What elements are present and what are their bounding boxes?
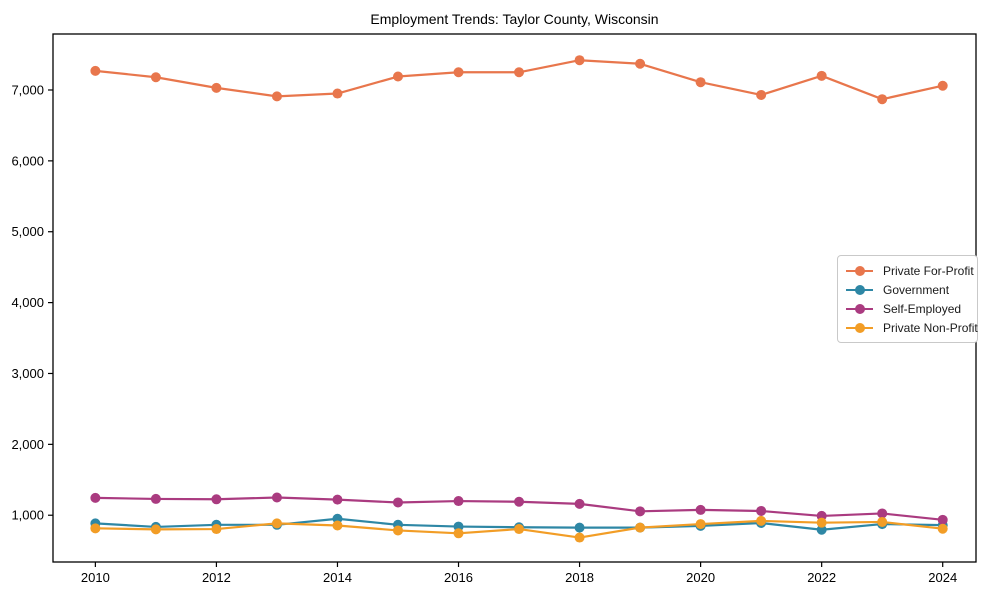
x-tick-label: 2012 — [202, 570, 231, 585]
y-tick-label: 1,000 — [11, 508, 44, 523]
y-tick-label: 3,000 — [11, 366, 44, 381]
data-point-private-for-profit-2018 — [574, 55, 585, 66]
legend-label-government: Government — [883, 282, 950, 297]
y-tick-label: 2,000 — [11, 437, 44, 452]
legend-item-government: Government — [846, 280, 969, 299]
data-point-self-employed-2024 — [937, 514, 948, 525]
data-point-self-employed-2016 — [453, 496, 464, 507]
legend-swatch-private-non-profit — [846, 322, 873, 333]
data-point-government-2018 — [574, 522, 585, 533]
data-point-self-employed-2012 — [211, 494, 222, 505]
x-tick-label: 2016 — [444, 570, 473, 585]
legend-item-private-for-profit: Private For-Profit — [846, 261, 974, 280]
series-line-private-for-profit — [95, 59, 943, 101]
data-point-private-for-profit-2011 — [150, 72, 161, 83]
legend-swatch-private-for-profit — [846, 265, 873, 276]
data-point-private-non-profit-2012 — [211, 524, 222, 535]
data-point-private-for-profit-2022 — [816, 70, 827, 81]
x-tick-label: 2020 — [686, 570, 715, 585]
data-point-government-2022 — [816, 524, 827, 535]
legend-item-private-non-profit: Private Non-Profit — [846, 318, 978, 337]
data-point-self-employed-2010 — [90, 492, 101, 503]
data-point-private-non-profit-2018 — [574, 532, 585, 543]
data-point-private-non-profit-2024 — [937, 523, 948, 534]
data-point-self-employed-2023 — [877, 508, 888, 519]
x-tick-label: 2018 — [565, 570, 594, 585]
data-point-private-for-profit-2024 — [937, 80, 948, 91]
data-point-private-for-profit-2023 — [877, 94, 888, 105]
legend-swatch-government — [846, 284, 873, 295]
data-point-private-for-profit-2013 — [271, 91, 282, 102]
x-tick-label: 2024 — [928, 570, 957, 585]
data-point-private-for-profit-2014 — [332, 88, 343, 99]
data-point-private-non-profit-2022 — [816, 517, 827, 528]
data-point-private-for-profit-2021 — [756, 89, 767, 100]
data-point-private-for-profit-2016 — [453, 67, 464, 78]
data-point-private-non-profit-2015 — [392, 525, 403, 536]
y-tick-label: 5,000 — [11, 224, 44, 239]
data-point-private-for-profit-2017 — [514, 67, 525, 78]
data-point-self-employed-2019 — [635, 506, 646, 517]
data-point-private-for-profit-2019 — [635, 58, 646, 69]
data-point-private-non-profit-2017 — [514, 524, 525, 535]
data-point-private-non-profit-2021 — [756, 515, 767, 526]
data-point-private-non-profit-2019 — [635, 522, 646, 533]
data-point-self-employed-2020 — [695, 504, 706, 515]
data-point-private-for-profit-2010 — [90, 65, 101, 76]
legend-item-self-employed: Self-Employed — [846, 299, 969, 318]
data-point-self-employed-2013 — [271, 492, 282, 503]
data-point-private-non-profit-2014 — [332, 520, 343, 531]
data-point-self-employed-2018 — [574, 498, 585, 509]
data-point-private-for-profit-2015 — [392, 71, 403, 82]
y-tick-label: 6,000 — [11, 153, 44, 168]
data-point-self-employed-2021 — [756, 505, 767, 516]
legend-label-self-employed: Self-Employed — [883, 301, 962, 316]
data-point-private-non-profit-2010 — [90, 523, 101, 534]
data-point-private-non-profit-2023 — [877, 516, 888, 527]
legend: Private For-Profit Government Self-Emplo… — [837, 255, 978, 343]
data-point-private-non-profit-2011 — [150, 524, 161, 535]
data-point-private-non-profit-2013 — [271, 518, 282, 529]
x-tick-label: 2022 — [807, 570, 836, 585]
y-tick-label: 4,000 — [11, 295, 44, 310]
legend-label-private-for-profit: Private For-Profit — [883, 263, 974, 278]
legend-label-private-non-profit: Private Non-Profit — [883, 320, 978, 335]
y-tick-label: 7,000 — [11, 82, 44, 97]
data-point-private-for-profit-2020 — [695, 77, 706, 88]
data-point-private-non-profit-2020 — [695, 519, 706, 530]
chart-title: Employment Trends: Taylor County, Wiscon… — [370, 11, 659, 27]
x-tick-label: 2014 — [323, 570, 352, 585]
x-tick-label: 2010 — [81, 570, 110, 585]
data-point-private-for-profit-2012 — [211, 82, 222, 93]
data-point-self-employed-2017 — [514, 496, 525, 507]
data-point-self-employed-2011 — [150, 493, 161, 504]
data-point-self-employed-2015 — [392, 497, 403, 508]
data-point-private-non-profit-2016 — [453, 528, 464, 539]
data-point-self-employed-2014 — [332, 494, 343, 505]
legend-swatch-self-employed — [846, 303, 873, 314]
